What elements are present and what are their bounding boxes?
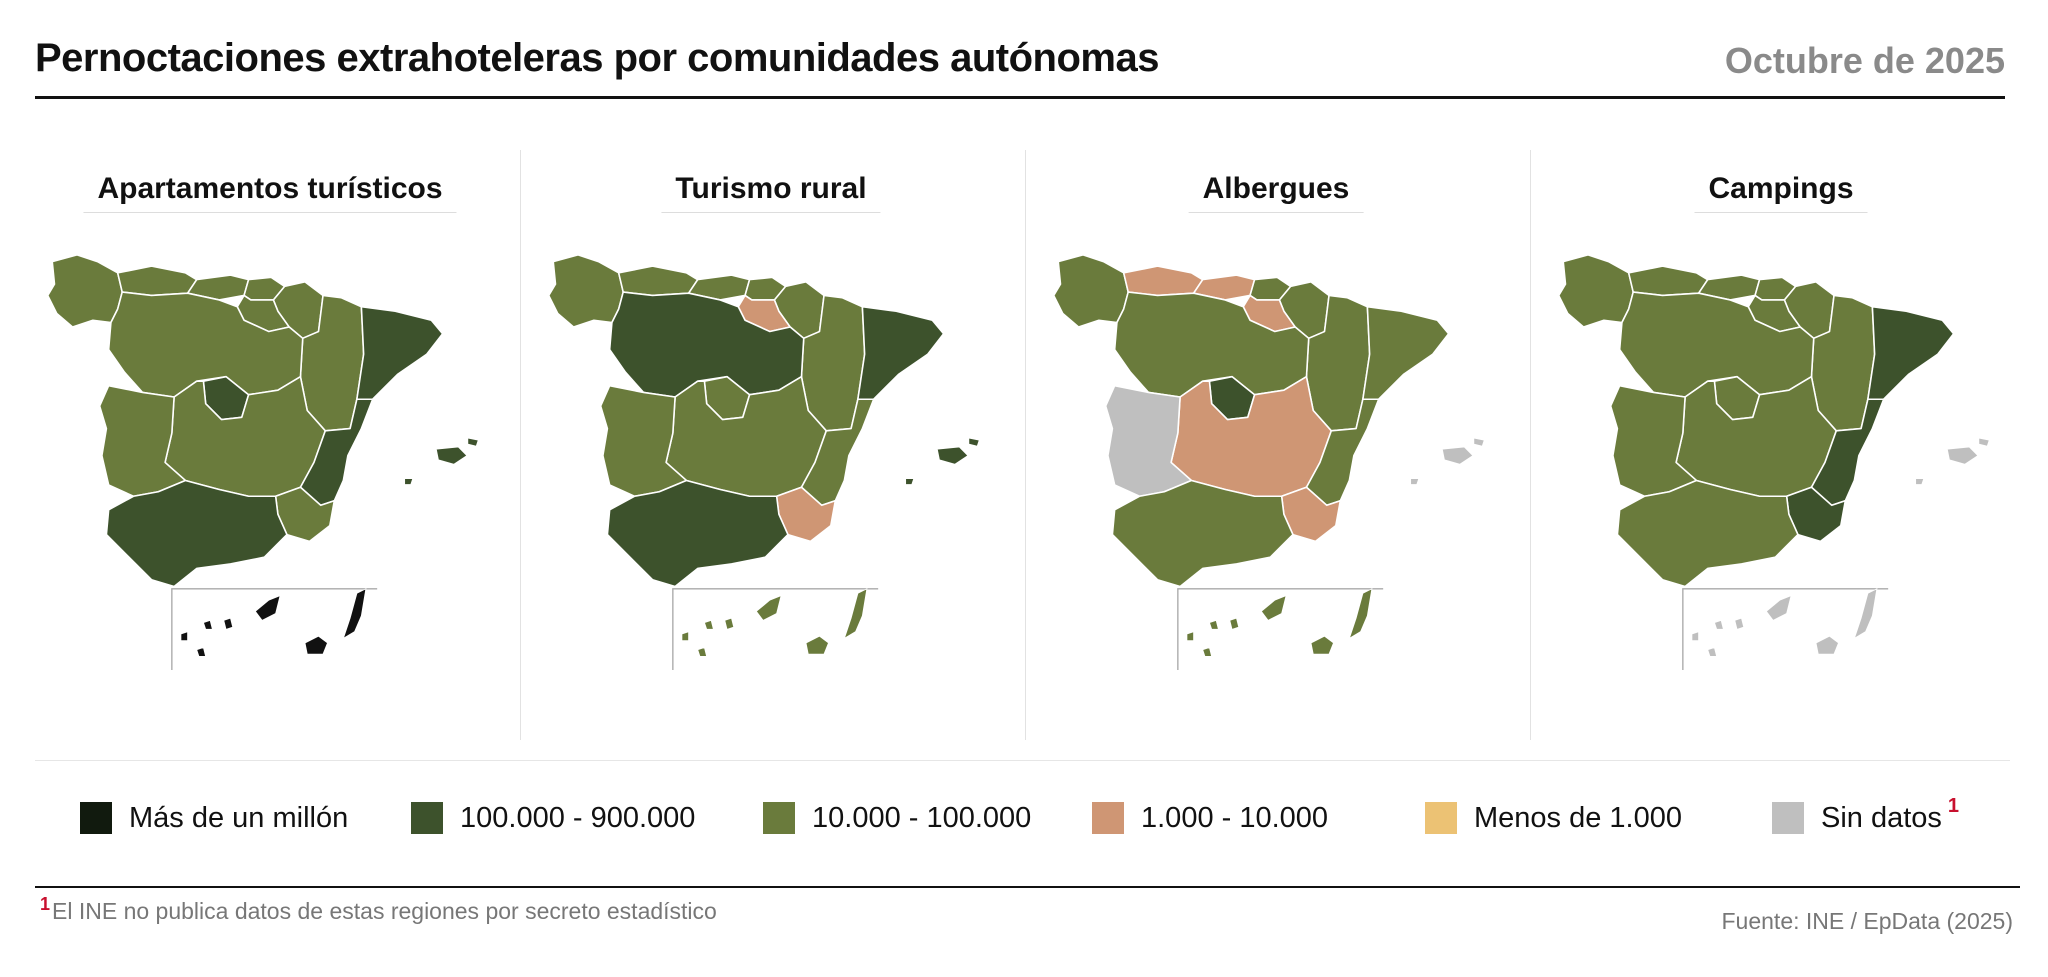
panel-turismo-rural: Turismo rural <box>520 150 1021 740</box>
legend: Más de un millón 100.000 - 900.000 10.00… <box>80 794 1980 838</box>
legend-swatch <box>763 802 795 834</box>
legend-item-10000-100000: 10.000 - 100.000 <box>763 798 1031 838</box>
region-andalucia <box>105 479 288 588</box>
legend-label: Sin datos <box>1821 801 1942 834</box>
header: Pernoctaciones extrahoteleras por comuni… <box>35 28 2005 99</box>
spain-map <box>547 254 981 670</box>
panel-campings: Campings <box>1530 150 2031 740</box>
canarias-inset-frame <box>672 588 879 670</box>
region-asturias <box>617 265 699 297</box>
footnote-marker: 1 <box>1947 794 1960 817</box>
source-label: Fuente: INE / EpData (2025) <box>1721 908 2014 934</box>
spain-map <box>1052 254 1486 670</box>
legend-swatch <box>1772 802 1804 834</box>
legend-label: 100.000 - 900.000 <box>460 801 696 834</box>
legend-label: 10.000 - 100.000 <box>812 801 1032 834</box>
date-label: Octubre de 2025 <box>1724 40 2005 81</box>
region-cataluna <box>857 305 945 401</box>
region-andalucia <box>606 479 789 588</box>
region-canarias <box>180 587 367 657</box>
region-cataluna <box>1867 305 1955 401</box>
legend-swatch <box>1092 802 1124 834</box>
spain-map <box>1557 254 1991 670</box>
region-andalucia <box>1111 479 1294 588</box>
canarias-inset-frame <box>1682 588 1889 670</box>
canarias-inset-frame <box>1177 588 1384 670</box>
region-asturias <box>1122 265 1204 297</box>
legend-label: Más de un millón <box>129 801 349 834</box>
footnote: 1El INE no publica datos de estas region… <box>40 894 717 925</box>
region-galicia <box>547 254 624 328</box>
legend-divider <box>35 760 2010 761</box>
legend-swatch <box>1425 802 1457 834</box>
region-asturias <box>1627 265 1709 297</box>
legend-swatch <box>80 802 112 834</box>
spain-map <box>46 254 480 670</box>
region-galicia <box>46 254 123 328</box>
region-baleares <box>403 436 480 486</box>
footnote-text: El INE no publica datos de estas regione… <box>52 898 717 924</box>
footer-rule <box>35 886 2020 888</box>
region-galicia <box>1557 254 1634 328</box>
panel-title: Albergues <box>1188 172 1364 213</box>
page-title: Pernoctaciones extrahoteleras por comuni… <box>35 36 1159 80</box>
legend-swatch <box>411 802 443 834</box>
panel-apartamentos: Apartamentos turísticos <box>20 150 520 740</box>
region-galicia <box>1052 254 1129 328</box>
legend-item-100000-900000: 100.000 - 900.000 <box>411 798 695 838</box>
legend-label: Menos de 1.000 <box>1474 801 1682 834</box>
region-asturias <box>116 265 198 297</box>
region-baleares <box>1409 436 1486 486</box>
region-cataluna <box>356 305 444 401</box>
legend-item-sin-datos: Sin datos 1 <box>1772 794 1960 838</box>
region-canarias <box>681 587 868 657</box>
map-panels: Apartamentos turísticos Turismo rural Al… <box>20 150 2020 740</box>
region-baleares <box>1914 436 1991 486</box>
region-cataluna <box>1362 305 1450 401</box>
region-andalucia <box>1616 479 1799 588</box>
footnote-marker: 1 <box>40 894 51 914</box>
region-canarias <box>1186 587 1373 657</box>
legend-item-mas-de-un-millon: Más de un millón <box>80 798 348 838</box>
region-baleares <box>904 436 981 486</box>
legend-item-menos-de-1000: Menos de 1.000 <box>1425 798 1682 838</box>
panel-albergues: Albergues <box>1025 150 1526 740</box>
panel-title: Apartamentos turísticos <box>83 172 457 213</box>
region-canarias <box>1691 587 1878 657</box>
legend-label: 1.000 - 10.000 <box>1141 801 1329 834</box>
panel-title: Campings <box>1694 172 1868 213</box>
legend-item-1000-10000: 1.000 - 10.000 <box>1092 798 1328 838</box>
canarias-inset-frame <box>171 588 378 670</box>
panel-title: Turismo rural <box>661 172 881 213</box>
